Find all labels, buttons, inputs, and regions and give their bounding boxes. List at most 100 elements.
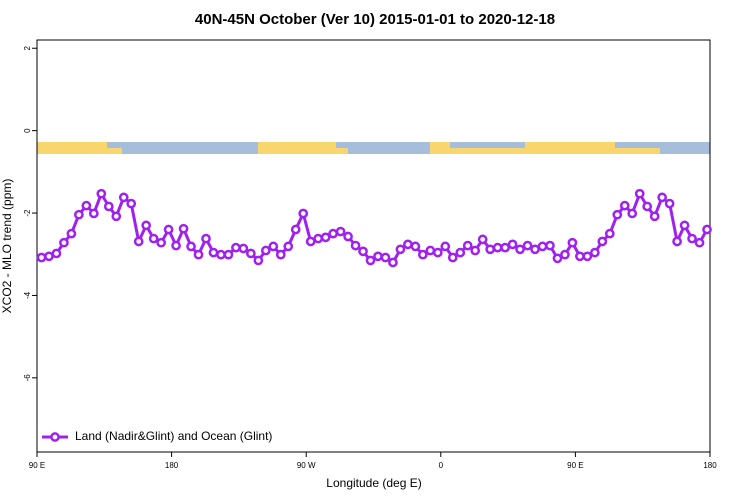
data-point	[96, 188, 107, 199]
data-point	[305, 236, 316, 247]
data-point	[485, 244, 496, 255]
data-point	[410, 241, 421, 252]
data-point	[231, 242, 241, 253]
data-point	[118, 192, 129, 203]
data-point	[425, 245, 436, 256]
x-tick-label: 180	[703, 461, 717, 470]
data-point	[298, 208, 309, 219]
data-point	[403, 239, 413, 250]
data-point	[477, 234, 488, 245]
legend-marker	[50, 432, 60, 442]
data-point	[208, 247, 219, 258]
data-point	[51, 248, 62, 259]
chart-title: 40N-45N October (Ver 10) 2015-01-01 to 2…	[195, 11, 555, 28]
data-point	[111, 211, 122, 222]
data-point	[253, 255, 264, 266]
data-point	[320, 232, 331, 243]
data-point	[470, 245, 481, 256]
data-point	[44, 251, 54, 262]
data-point	[388, 257, 398, 268]
data-point	[178, 223, 189, 234]
data-point	[702, 224, 712, 235]
x-tick-label: 180	[165, 461, 179, 470]
data-point	[552, 253, 563, 264]
data-point	[687, 233, 697, 244]
data-point	[343, 231, 353, 242]
y-tick-label: 0	[23, 128, 32, 133]
data-point	[88, 208, 99, 219]
data-point	[492, 242, 503, 253]
data-point	[657, 192, 667, 203]
data-point	[642, 201, 653, 212]
data-point	[619, 200, 630, 211]
data-point	[365, 255, 376, 266]
x-tick-label: 0	[439, 461, 444, 470]
x-axis-label: Longitude (deg E)	[326, 476, 421, 490]
data-point	[380, 252, 391, 263]
data-point	[201, 233, 211, 244]
data-point	[36, 252, 47, 263]
data-point	[507, 239, 518, 250]
data-point	[260, 245, 271, 256]
data-point	[238, 243, 249, 254]
data-point	[515, 244, 525, 255]
data-point	[500, 242, 510, 253]
data-point	[283, 241, 294, 252]
data-point	[649, 211, 660, 222]
data-point	[455, 247, 466, 258]
data-point	[589, 247, 600, 258]
data-point	[103, 201, 114, 212]
data-point	[246, 248, 256, 259]
data-point	[560, 249, 570, 260]
data-point	[335, 226, 346, 237]
x-tick-label: 90 E	[29, 461, 45, 470]
data-point	[604, 228, 615, 239]
data-point	[133, 236, 144, 247]
data-point	[275, 249, 286, 260]
data-point	[223, 249, 234, 260]
data-point	[627, 208, 638, 219]
data-point	[612, 209, 623, 220]
y-axis-label: XCO2 - MLO trend (ppm)	[0, 179, 14, 314]
data-point	[193, 249, 204, 260]
data-point	[447, 252, 458, 263]
data-point	[530, 244, 540, 255]
x-tick-label: 90 W	[297, 461, 316, 470]
data-point	[148, 233, 159, 244]
data-point	[59, 237, 69, 248]
data-point	[163, 224, 174, 235]
data-point	[462, 240, 473, 251]
data-point	[679, 220, 690, 231]
data-point	[186, 241, 196, 252]
data-point	[522, 240, 533, 251]
data-point	[440, 241, 451, 252]
y-tick-label: -4	[23, 291, 32, 299]
series-line	[41, 190, 709, 265]
data-point	[537, 241, 548, 252]
data-point	[672, 236, 682, 247]
y-tick-label: -6	[23, 374, 32, 382]
land-ocean-strip	[37, 142, 710, 154]
data-point	[156, 237, 166, 248]
data-point	[597, 236, 608, 247]
data-point	[126, 198, 137, 209]
data-point	[328, 228, 338, 239]
data-point	[432, 247, 443, 258]
data-point	[395, 244, 406, 255]
data-point	[664, 198, 675, 209]
data-point	[74, 209, 84, 220]
x-tick-label: 90 E	[567, 461, 583, 470]
data-point	[313, 233, 324, 244]
data-point	[575, 251, 585, 262]
data-point	[694, 237, 705, 248]
data-point	[634, 188, 645, 199]
data-point	[545, 240, 555, 251]
data-point	[582, 251, 593, 262]
data-point	[373, 251, 383, 262]
data-point	[350, 240, 361, 251]
data-point	[567, 237, 578, 248]
legend-label: Land (Nadir&Glint) and Ocean (Glint)	[75, 429, 272, 443]
y-tick-label: -2	[23, 209, 32, 217]
data-point	[418, 249, 428, 260]
